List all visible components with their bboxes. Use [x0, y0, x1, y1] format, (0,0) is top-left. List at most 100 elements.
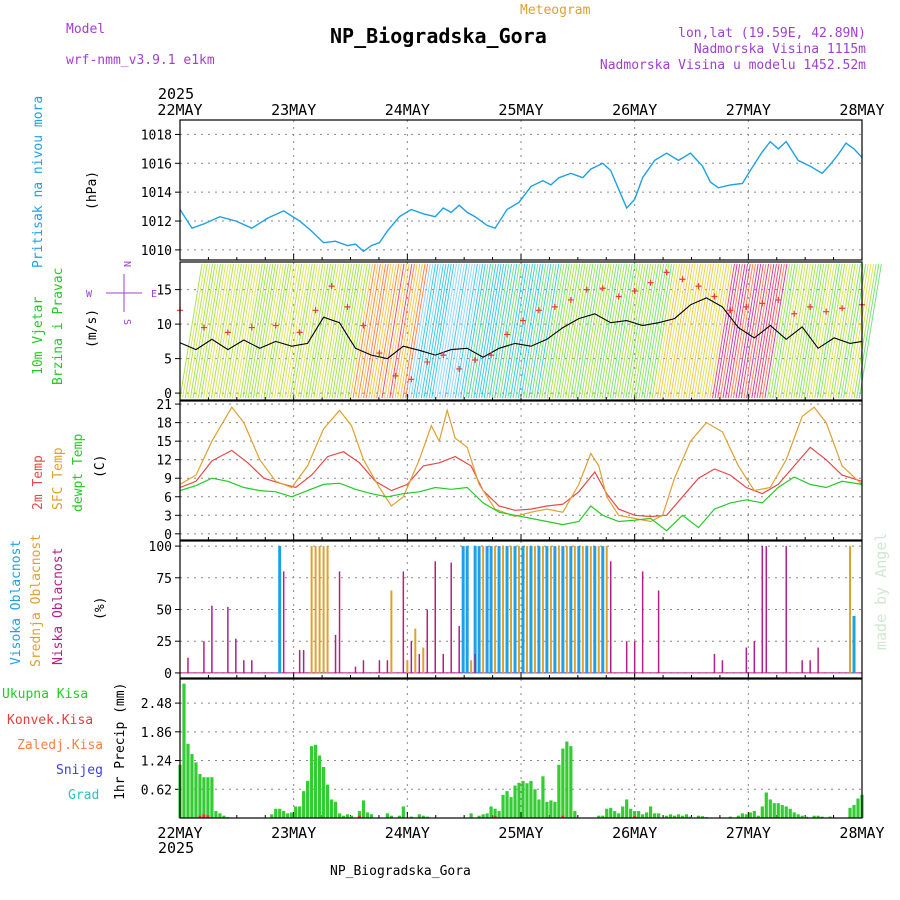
cloud-mid-bar	[310, 546, 313, 673]
cloud-low-bar	[434, 561, 437, 673]
wind-gust-marker	[248, 324, 255, 331]
y-tick-label: 2.48	[141, 697, 172, 712]
cloud-high-bar	[585, 546, 589, 673]
wind-barb	[468, 263, 492, 399]
wind-barb	[832, 263, 856, 399]
cloud-high-bar	[569, 546, 573, 673]
precip-conv-label: Konvek.Kisa	[7, 713, 93, 728]
wind-barb	[478, 263, 502, 399]
wind-barb	[347, 263, 371, 399]
wind-gust-marker	[567, 296, 574, 303]
date-tick-top: 26MAY	[612, 101, 657, 119]
precip-total-bar	[389, 815, 393, 818]
wind-barb	[562, 263, 586, 399]
wind-barb	[276, 263, 300, 399]
precip-total-bar	[417, 814, 421, 818]
wind-barb	[268, 263, 292, 399]
wind-barb	[384, 263, 408, 399]
wind-barb	[591, 263, 615, 399]
precip-total-bar	[210, 777, 214, 818]
wind-barb	[816, 263, 840, 399]
cloud-high-bar	[577, 546, 581, 673]
precip-total-bar	[329, 799, 334, 818]
y-tick-label: 12	[156, 454, 172, 469]
wind-barb	[536, 263, 560, 399]
wind-barb	[638, 263, 662, 399]
wind-barb	[643, 263, 667, 399]
wind-barb	[614, 263, 638, 399]
cloud-high-bar	[513, 546, 517, 673]
wind-barb	[415, 263, 439, 399]
wind-barb	[321, 263, 345, 399]
precip-total-bar	[485, 813, 489, 818]
wind-barb	[769, 263, 793, 399]
cloud-low-bar	[761, 546, 764, 673]
cloud-mid-bar	[326, 546, 329, 673]
cloud-mid-bar	[502, 546, 505, 673]
precip-total-bar	[337, 813, 342, 818]
wind-gust-marker	[551, 303, 558, 310]
wind-barb	[795, 263, 819, 399]
cloud-low-bar	[402, 571, 405, 673]
wind-barb	[856, 263, 880, 399]
wind-barb	[279, 263, 303, 399]
cloud-low-bar	[745, 647, 748, 673]
precip-total-bar	[800, 815, 804, 818]
wind-barb	[329, 263, 353, 399]
wind-barb	[845, 263, 869, 399]
precip-total-bar	[764, 792, 768, 818]
wind-barb	[698, 263, 722, 399]
cloud-mid-bar	[494, 546, 497, 673]
cloud-low-bar	[657, 590, 660, 673]
wind-barb	[210, 263, 234, 399]
wind-barb	[502, 263, 526, 399]
precip-total-bar	[776, 803, 780, 818]
year-label-bottom: 2025	[158, 839, 194, 857]
precip-total-bar	[573, 811, 577, 818]
precip-total-bar	[633, 811, 637, 818]
date-tick-bottom: 24MAY	[385, 824, 430, 842]
precip-total-bar	[489, 806, 493, 818]
wind-barb	[439, 263, 463, 399]
precip-total-bar	[481, 814, 485, 818]
precip-total-bar	[302, 791, 306, 818]
precip-total-bar	[325, 784, 330, 818]
wind-barb	[824, 263, 848, 399]
wind-barb	[449, 263, 473, 399]
wind-barb	[525, 263, 549, 399]
wind-barb	[491, 263, 515, 399]
wind-barb	[504, 263, 528, 399]
cloud-mid-bar	[482, 546, 485, 673]
precip-total-bar	[676, 814, 681, 818]
precip-total-bar	[696, 815, 701, 818]
y-tick-label: 1016	[141, 157, 172, 172]
cloud-mid-bar	[597, 546, 600, 673]
cloud-mid-bar	[422, 647, 425, 673]
cloud-low-bar	[227, 606, 229, 673]
precip-total-bar	[792, 812, 796, 818]
precip-conv-bar	[206, 815, 210, 818]
precip-total-bar	[653, 813, 657, 818]
wind-gust-marker	[488, 352, 495, 359]
wind-barb	[237, 263, 261, 399]
precip-total-bar	[361, 800, 366, 818]
wind-barb	[281, 263, 305, 399]
wind-barb	[376, 263, 400, 399]
wind-gust-marker	[440, 352, 447, 359]
wind-gust-marker	[615, 293, 622, 300]
precip-total-bar	[365, 812, 370, 818]
wind-barb	[596, 263, 620, 399]
wind-barb	[725, 263, 749, 399]
cloud-mid-bar	[533, 546, 536, 673]
wind-barb	[822, 263, 846, 399]
cloud-low-bar	[765, 546, 768, 673]
wind-barb	[717, 263, 741, 399]
wind-barb	[179, 263, 203, 399]
precip-total-bar	[625, 799, 629, 818]
wind-barb	[239, 263, 263, 399]
cloud-low-bar	[474, 653, 476, 673]
precip-total-bar	[425, 816, 429, 818]
wind-barb	[407, 263, 431, 399]
cloud-low-bar	[203, 641, 205, 673]
wind-gust-marker	[328, 283, 335, 290]
